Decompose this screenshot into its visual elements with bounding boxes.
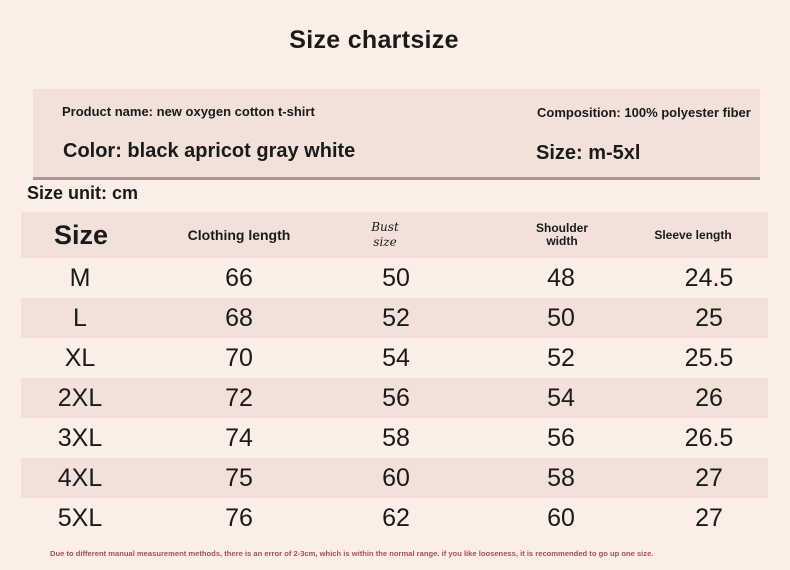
header-shoulder-line2: width: [546, 234, 578, 248]
table-row: 5XL 76 62 60 27: [21, 498, 768, 538]
table-row: XL 70 54 52 25.5: [21, 338, 768, 378]
size-table: Size Clothing length Bust size Shoulder …: [21, 212, 768, 538]
cell-sleeve: 25.5: [684, 343, 734, 372]
cell-shoulder: 58: [547, 463, 575, 492]
cell-shoulder: 60: [547, 503, 575, 532]
cell-shoulder: 52: [547, 343, 575, 372]
cell-size: M: [69, 263, 91, 292]
cell-shoulder: 48: [547, 263, 575, 292]
header-bust-line2: size: [373, 235, 397, 249]
cell-sleeve: 26: [695, 383, 723, 412]
cell-sleeve: 24.5: [684, 263, 734, 292]
header-clothing-length: Clothing length: [187, 227, 291, 243]
cell-size: 4XL: [57, 463, 103, 492]
cell-shoulder: 54: [547, 383, 575, 412]
table-row: M 66 50 48 24.5: [21, 258, 768, 298]
cell-clothing-length: 75: [225, 463, 253, 492]
cell-clothing-length: 70: [225, 343, 253, 372]
table-row: 2XL 72 56 54 26: [21, 378, 768, 418]
table-header-row: Size Clothing length Bust size Shoulder …: [21, 212, 768, 258]
product-name: Product name: new oxygen cotton t-shirt: [62, 104, 315, 119]
header-shoulder-width: Shoulder width: [536, 212, 588, 258]
page-title: Size chartsize: [289, 26, 459, 54]
cell-bust: 58: [382, 423, 410, 452]
cell-shoulder: 56: [547, 423, 575, 452]
size-unit: Size unit: cm: [27, 183, 139, 203]
cell-sleeve: 27: [695, 503, 723, 532]
cell-size: 3XL: [57, 423, 103, 452]
product-info-panel: [33, 89, 760, 177]
cell-bust: 50: [382, 263, 410, 292]
size-range: Size: m-5xl: [536, 142, 641, 164]
header-bust-size: Bust size: [371, 212, 399, 258]
cell-clothing-length: 66: [225, 263, 253, 292]
cell-sleeve: 27: [695, 463, 723, 492]
cell-bust: 60: [382, 463, 410, 492]
table-row: 3XL 74 58 56 26.5: [21, 418, 768, 458]
table-row: 4XL 75 60 58 27: [21, 458, 768, 498]
color-options: Color: black apricot gray white: [63, 140, 356, 162]
cell-size: L: [73, 303, 87, 332]
header-sleeve-length: Sleeve length: [654, 227, 732, 242]
table-row: L 68 52 50 25: [21, 298, 768, 338]
cell-bust: 52: [382, 303, 410, 332]
cell-sleeve: 25: [695, 303, 723, 332]
composition: Composition: 100% polyester fiber: [537, 105, 751, 120]
cell-clothing-length: 72: [225, 383, 253, 412]
cell-size: 2XL: [57, 383, 103, 412]
cell-bust: 54: [382, 343, 410, 372]
cell-bust: 56: [382, 383, 410, 412]
cell-bust: 62: [382, 503, 410, 532]
header-size: Size: [53, 219, 109, 250]
header-bust-line1: Bust: [371, 220, 399, 234]
measurement-footnote: Due to different manual measurement meth…: [50, 549, 654, 558]
info-divider: [33, 177, 760, 180]
header-shoulder-line1: Shoulder: [535, 221, 589, 235]
cell-size: XL: [64, 343, 96, 372]
cell-size: 5XL: [57, 503, 103, 532]
cell-clothing-length: 76: [225, 503, 253, 532]
cell-sleeve: 26.5: [684, 423, 734, 452]
cell-clothing-length: 68: [225, 303, 253, 332]
cell-shoulder: 50: [547, 303, 575, 332]
cell-clothing-length: 74: [225, 423, 253, 452]
